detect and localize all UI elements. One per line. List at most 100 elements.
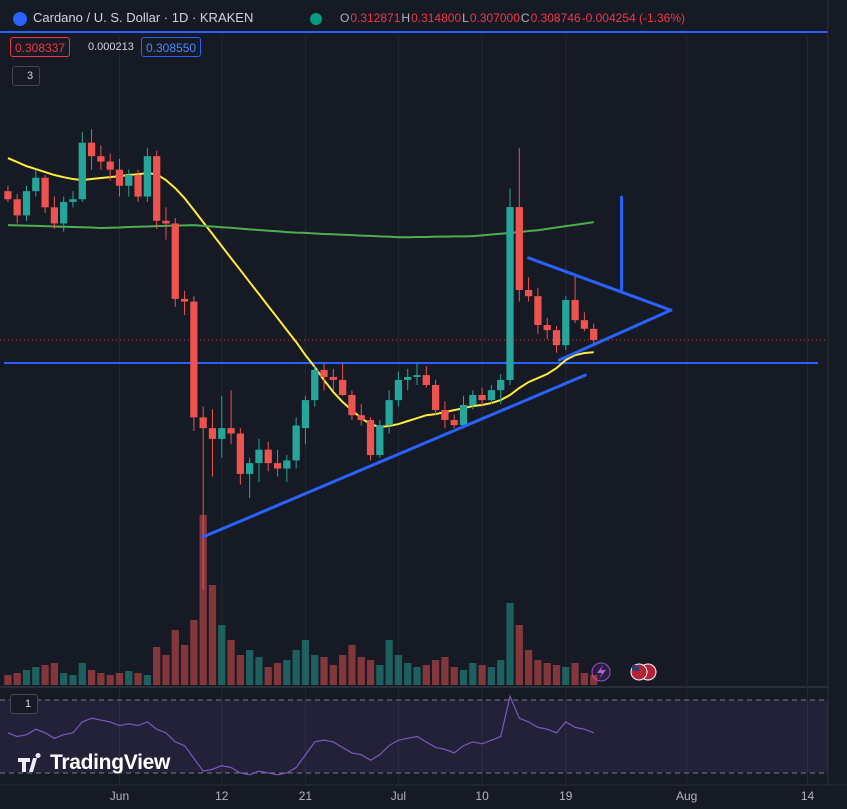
candle-body — [143, 156, 152, 197]
rsi-line — [7, 694, 594, 776]
candle-body — [431, 385, 440, 411]
volume-bar — [32, 667, 40, 685]
candle-body — [162, 220, 170, 224]
volume-bar — [60, 673, 68, 685]
indicator-count[interactable]: 3 — [12, 66, 41, 86]
volume-bar — [431, 660, 440, 685]
moving-average — [7, 157, 594, 429]
volume-bar — [78, 663, 86, 685]
legend-text: -0.004254 (-1.36%) — [581, 11, 686, 25]
candle-body — [22, 191, 31, 216]
candle-body — [41, 177, 49, 208]
indicator-count[interactable]: 1 — [10, 694, 39, 714]
volume-bar — [469, 663, 477, 685]
volume-bar — [153, 647, 161, 685]
volume-bar — [562, 667, 570, 685]
x-tick-label: 10 — [475, 789, 489, 803]
x-tick-label: 14 — [801, 789, 815, 803]
volume-bar — [366, 660, 375, 685]
candle-body — [273, 463, 282, 469]
candle-body — [97, 156, 105, 162]
volume-bar — [22, 670, 31, 685]
candle-body — [264, 449, 272, 464]
legend-text: 0.307000 — [469, 11, 520, 25]
volume-bar — [255, 657, 263, 685]
volume-bar — [199, 515, 207, 685]
candle-body — [329, 376, 337, 380]
candle-body — [13, 199, 21, 216]
candle-body — [283, 460, 291, 469]
volume-bar — [524, 650, 533, 685]
candle-body — [208, 428, 217, 439]
candle-body — [552, 330, 561, 346]
volume-bar — [41, 665, 49, 685]
volume-bar — [404, 663, 412, 685]
lightning — [597, 665, 606, 679]
candle-body — [487, 390, 496, 401]
candle-body — [357, 415, 365, 421]
sell-price[interactable]: 0.308337 — [10, 37, 71, 57]
volume-bar — [106, 675, 114, 685]
candle-body — [450, 420, 458, 426]
trend-line — [201, 373, 587, 539]
volume-bar — [441, 657, 449, 685]
candle-body — [4, 191, 12, 200]
candle-body — [413, 375, 421, 377]
volume-bar — [292, 650, 300, 685]
volume-bar — [478, 665, 486, 685]
volume-bar — [301, 640, 310, 685]
candle-body — [106, 161, 114, 170]
volume-bar — [376, 665, 384, 685]
x-tick-label: Jun — [110, 789, 129, 803]
spread: 0.000213 — [88, 41, 134, 53]
candle-body — [78, 142, 86, 200]
buy-price[interactable]: 0.308550 — [141, 37, 202, 57]
candle-body — [422, 375, 430, 386]
candle-body — [515, 207, 523, 290]
candle-body — [227, 428, 235, 434]
candle-body — [571, 299, 579, 321]
status-icon — [310, 13, 322, 25]
candle-body — [236, 433, 244, 474]
candle-body — [376, 425, 384, 456]
candle-body — [339, 379, 347, 396]
x-tick-label: 19 — [559, 789, 573, 803]
volume-bar — [13, 673, 21, 685]
candle-body — [301, 400, 310, 429]
legend-text: H — [401, 11, 411, 25]
candle-body — [134, 175, 142, 197]
legend-text: 0.308746 — [530, 11, 581, 25]
candle-body — [32, 177, 40, 192]
volume-bar — [273, 663, 282, 685]
volume-bar — [143, 675, 152, 685]
candle-body — [292, 425, 300, 461]
volume-bar — [534, 660, 542, 685]
volume-bar — [97, 673, 105, 685]
candle-body — [50, 207, 59, 224]
candle-body — [385, 400, 393, 426]
candle-body — [199, 417, 207, 429]
volume-bar — [134, 673, 142, 685]
legend-text: L — [462, 11, 469, 25]
legend-text: 0.314800 — [411, 11, 462, 25]
volume-bar — [218, 625, 226, 685]
volume-bar — [69, 675, 77, 685]
candle-body — [366, 420, 375, 456]
volume-bar — [515, 625, 523, 685]
candle-body — [255, 449, 263, 464]
candle-body — [115, 169, 124, 186]
trend-line — [527, 256, 673, 312]
volume-bar — [208, 585, 217, 685]
candle-body — [60, 201, 68, 224]
candle-body — [459, 404, 468, 426]
candle-body — [590, 328, 598, 340]
volume-bar — [487, 667, 496, 685]
symbol-icon — [13, 12, 27, 26]
volume-bar — [385, 640, 393, 685]
volume-bar — [571, 663, 579, 685]
ohlc-legend: O0.312871H0.314800L0.307000C0.308746-0.0… — [340, 11, 686, 25]
volume-bar — [394, 655, 403, 685]
candle-body — [562, 299, 570, 346]
volume-bar — [283, 660, 291, 685]
